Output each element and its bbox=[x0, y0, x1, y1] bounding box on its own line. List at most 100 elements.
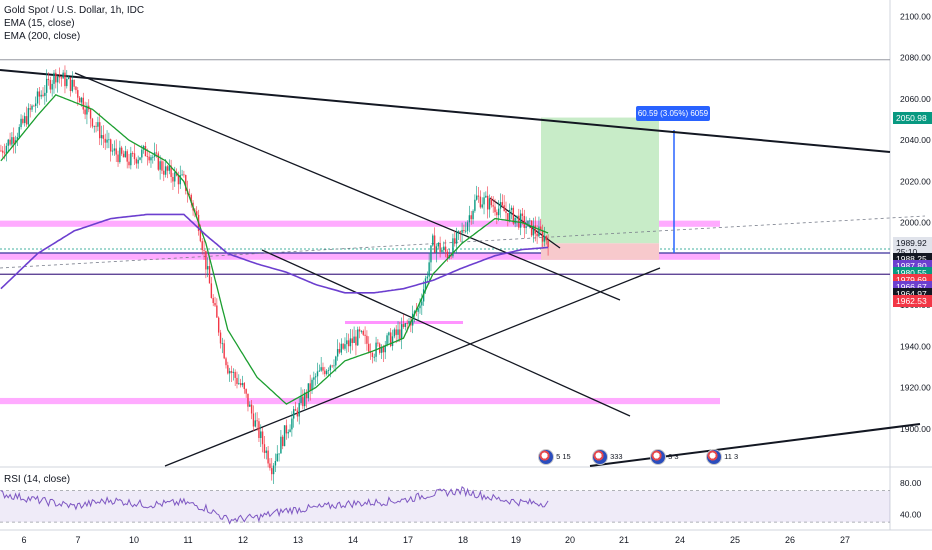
candle-body bbox=[547, 240, 549, 248]
candle-body bbox=[29, 108, 31, 110]
stop-zone bbox=[541, 243, 659, 260]
candle-body bbox=[443, 246, 445, 250]
candle-body bbox=[108, 139, 110, 141]
candle-body bbox=[483, 197, 485, 205]
candle-body bbox=[164, 166, 167, 175]
candle-body bbox=[25, 116, 28, 125]
candle-body bbox=[331, 365, 333, 367]
candle-body bbox=[424, 278, 427, 290]
candle-body bbox=[24, 116, 26, 123]
candle-body bbox=[133, 153, 136, 160]
candle-body bbox=[305, 392, 308, 399]
candle-body bbox=[530, 220, 533, 236]
candle-body bbox=[395, 329, 397, 335]
rsi-tick-label: 40.00 bbox=[900, 509, 922, 519]
candle-body bbox=[519, 213, 522, 228]
candle-body bbox=[181, 174, 183, 176]
price-tag: 1962.53 bbox=[893, 294, 932, 307]
candle-body bbox=[336, 349, 339, 357]
candle-body bbox=[494, 206, 496, 213]
candle-body bbox=[496, 212, 498, 216]
candle-body bbox=[166, 166, 169, 171]
candle-body bbox=[468, 215, 471, 223]
candle-body bbox=[307, 383, 310, 399]
ema-slow-label: EMA (200, close) bbox=[4, 31, 81, 42]
candle-body bbox=[465, 230, 467, 232]
symbol-title: Gold Spot / U.S. Dollar, 1h, IDC bbox=[4, 5, 145, 16]
candle-body bbox=[444, 246, 447, 252]
candle-body bbox=[373, 356, 375, 358]
candle-body bbox=[413, 311, 416, 314]
candle-body bbox=[64, 72, 66, 87]
candle-body bbox=[393, 329, 396, 337]
candle-body bbox=[302, 396, 304, 407]
candle-body bbox=[512, 207, 515, 224]
candle-body bbox=[157, 153, 159, 170]
event-marker[interactable]: 5 15 bbox=[538, 449, 571, 466]
trend-line bbox=[0, 215, 926, 269]
candle-body bbox=[463, 230, 465, 232]
candle-body bbox=[309, 383, 311, 391]
x-tick-label: 24 bbox=[675, 535, 685, 545]
event-count: 333 bbox=[608, 452, 623, 461]
candle-body bbox=[80, 97, 83, 103]
candle-body bbox=[163, 170, 165, 175]
support-zone bbox=[0, 397, 720, 405]
candle-body bbox=[219, 332, 222, 344]
candle-body bbox=[400, 324, 403, 340]
candle-body bbox=[155, 152, 158, 154]
candle-body bbox=[75, 86, 77, 91]
candle-body bbox=[499, 202, 502, 209]
candle-body bbox=[452, 238, 454, 257]
candle-body bbox=[62, 72, 64, 79]
candle-body bbox=[58, 76, 61, 78]
candle-body bbox=[507, 213, 509, 221]
candle-body bbox=[144, 145, 147, 157]
candle-body bbox=[161, 161, 163, 171]
candle-body bbox=[426, 276, 429, 279]
candle-body bbox=[84, 109, 86, 115]
candle-body bbox=[236, 377, 238, 384]
event-marker[interactable]: 333 bbox=[592, 449, 623, 466]
candle-body bbox=[44, 92, 46, 96]
chart-legend: Gold Spot / U.S. Dollar, 1h, IDC EMA (15… bbox=[4, 4, 144, 43]
x-tick-label: 19 bbox=[511, 535, 521, 545]
candle-body bbox=[252, 413, 255, 427]
candle-body bbox=[503, 205, 505, 212]
candle-body bbox=[313, 377, 315, 380]
candle-body bbox=[77, 90, 79, 98]
candle-body bbox=[183, 174, 185, 176]
candle-body bbox=[263, 444, 266, 453]
x-tick-label: 11 bbox=[183, 535, 192, 545]
rsi-tick-label: 80.00 bbox=[900, 478, 922, 488]
candle-body bbox=[260, 431, 262, 438]
candle-body bbox=[27, 108, 30, 125]
candle-body bbox=[207, 266, 209, 270]
candle-body bbox=[322, 367, 324, 371]
x-tick-label: 27 bbox=[840, 535, 850, 545]
candle-body bbox=[351, 338, 353, 343]
candle-body bbox=[316, 371, 319, 377]
x-tick-label: 7 bbox=[75, 535, 80, 545]
candle-body bbox=[86, 105, 88, 115]
candle-body bbox=[329, 365, 332, 371]
candle-body bbox=[338, 349, 341, 353]
candle-body bbox=[82, 97, 84, 110]
event-marker[interactable]: 3 3 bbox=[650, 449, 679, 466]
y-tick-label: 1940.00 bbox=[900, 341, 931, 351]
candle-body bbox=[67, 77, 70, 80]
candle-body bbox=[106, 139, 108, 143]
candle-body bbox=[320, 367, 322, 371]
candle-body bbox=[78, 97, 81, 103]
event-marker[interactable]: 11 3 bbox=[706, 449, 738, 466]
x-tick-label: 25 bbox=[730, 535, 740, 545]
candle-body bbox=[124, 151, 127, 158]
candle-body bbox=[335, 356, 337, 366]
candle-body bbox=[344, 344, 346, 349]
candle-body bbox=[137, 159, 139, 164]
candle-body bbox=[269, 463, 271, 469]
candle-body bbox=[131, 153, 134, 154]
candle-body bbox=[529, 220, 531, 222]
y-tick-label: 2080.00 bbox=[900, 53, 931, 63]
